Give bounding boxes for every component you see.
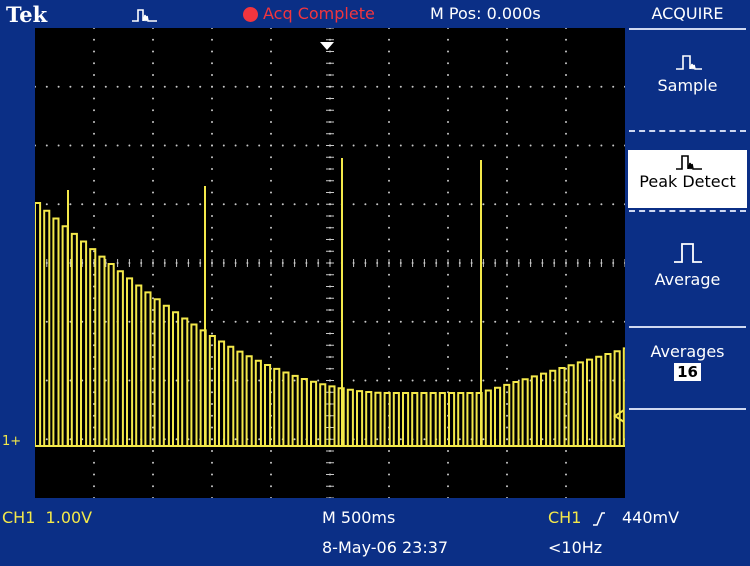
brand-logo: Tek [6, 2, 48, 27]
graticule-grid [34, 27, 626, 499]
menu-item-label: Peak Detect [639, 172, 736, 191]
peak-detect-waveform-icon [132, 9, 157, 22]
menu-item-averages[interactable]: Averages 16 [625, 342, 750, 402]
acquire-menu: ACQUIRE Sample Peak Detect Average Avera… [625, 0, 750, 566]
menu-divider [629, 326, 746, 328]
sample-waveform-icon [675, 55, 702, 70]
readout-bar: CH1 1.00V M 500ms CH1 440mV 8-May-06 23:… [0, 498, 679, 566]
ch1-vertical-scale: CH1 1.00V [2, 508, 93, 527]
trigger-level: 440mV [622, 508, 680, 527]
averages-value: 16 [674, 363, 701, 381]
timebase: M 500ms [322, 508, 396, 527]
horizontal-position: M Pos: 0.000s [430, 4, 541, 23]
trigger-frequency: <10Hz [548, 538, 603, 557]
menu-item-sample[interactable]: Sample [625, 50, 750, 120]
menu-divider [629, 408, 746, 410]
waveform-graticule [34, 27, 630, 499]
acq-status-dot [243, 7, 258, 22]
status-bar: Tek Acq Complete M Pos: 0.000s [0, 0, 625, 28]
menu-item-label: Sample [657, 76, 718, 95]
menu-divider [629, 210, 746, 212]
menu-item-average[interactable]: Average [625, 240, 750, 300]
trigger-source: CH1 [548, 508, 582, 527]
date-time: 8-May-06 23:37 [322, 538, 449, 557]
peak-detect-waveform-icon [675, 155, 702, 170]
waveform-display [34, 27, 630, 499]
ch1-trace [34, 158, 630, 447]
acq-status: Acq Complete [263, 4, 375, 23]
average-waveform-icon [673, 243, 702, 263]
averages-label: Averages [650, 342, 725, 361]
menu-item-peak-detect[interactable]: Peak Detect [628, 150, 747, 208]
ch1-waveform [34, 202, 630, 447]
trigger-level-icon [613, 409, 625, 423]
menu-title: ACQUIRE [651, 4, 724, 23]
trigger-slope-icon [593, 512, 605, 526]
menu-divider [629, 28, 746, 30]
menu-item-label: Average [654, 270, 721, 289]
trigger-position-icon [320, 42, 334, 50]
menu-divider [629, 130, 746, 132]
ch1-ground-marker: 1+ [2, 434, 22, 449]
